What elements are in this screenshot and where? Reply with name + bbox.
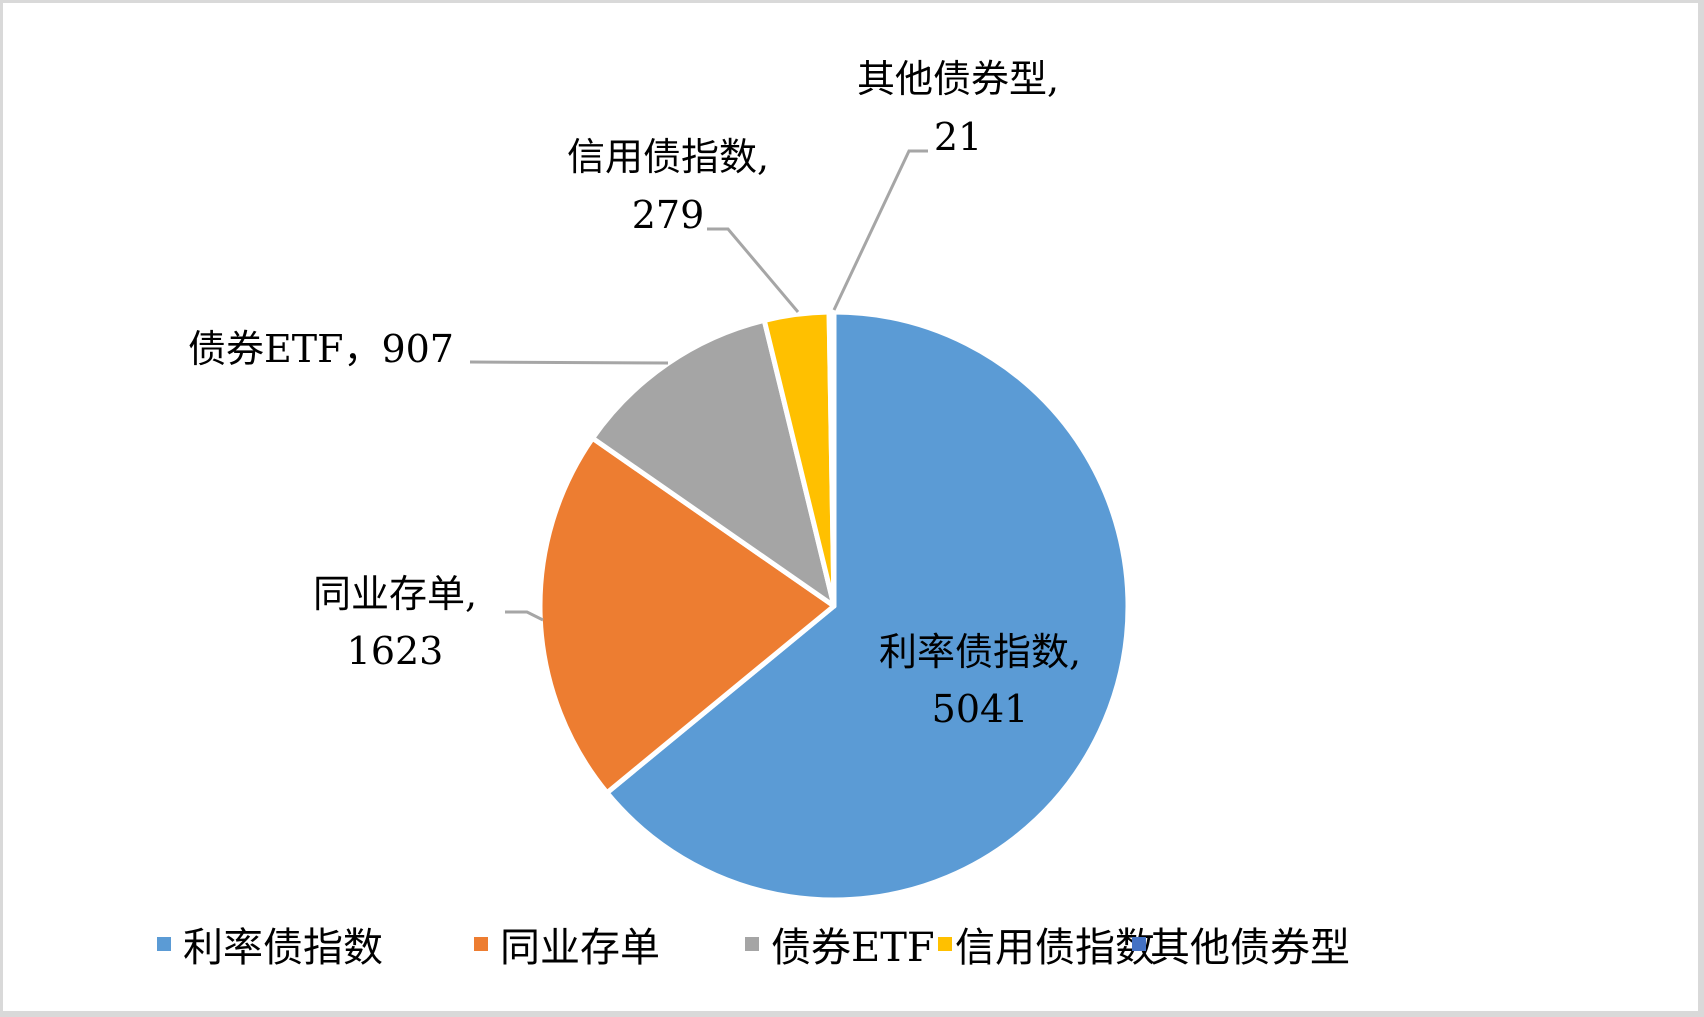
- legend-swatch-ncd: [474, 937, 488, 951]
- legend-swatch-bond-etf: [745, 937, 759, 951]
- legend: 利率债指数 同业存单 债券ETF 信用债指数 其他债券型: [157, 925, 1350, 971]
- legend-swatch-credit: [938, 937, 952, 951]
- label-other-value: 21: [934, 115, 982, 159]
- legend-label-bond-etf: 债券ETF: [771, 925, 935, 971]
- legend-item-other[interactable]: 其他债券型: [1132, 925, 1350, 971]
- slice-rate-bond[interactable]: [604, 309, 1131, 903]
- legend-swatch-other: [1132, 937, 1146, 951]
- legend-item-credit[interactable]: 信用债指数: [938, 925, 1155, 971]
- leader-line-bond-etf: [469, 360, 669, 365]
- data-label-credit: 信用债指数, 279: [567, 135, 769, 237]
- legend-label-rate-bond: 利率债指数: [183, 925, 383, 971]
- pie-slices: [537, 309, 1131, 903]
- data-label-other: 其他债券型, 21: [857, 57, 1059, 159]
- legend-swatch-rate-bond: [157, 937, 171, 951]
- label-rate-bond-value: 5041: [932, 687, 1029, 731]
- leader-line-credit: [707, 227, 800, 313]
- label-rate-bond-name: 利率债指数,: [879, 630, 1081, 674]
- legend-item-rate-bond[interactable]: 利率债指数: [157, 925, 383, 971]
- legend-label-ncd: 同业存单: [500, 925, 660, 971]
- legend-label-other: 其他债券型: [1150, 925, 1350, 971]
- leader-line-ncd: [505, 610, 544, 622]
- label-bond-etf: 债券ETF，907: [188, 327, 454, 371]
- label-credit-value: 279: [632, 193, 705, 237]
- leader-lines: [469, 149, 928, 622]
- slice-other[interactable]: [826, 309, 837, 609]
- legend-label-credit: 信用债指数: [955, 925, 1155, 971]
- data-label-ncd: 同业存单, 1623: [313, 572, 477, 673]
- label-ncd-name: 同业存单,: [313, 572, 477, 616]
- label-other-name: 其他债券型,: [857, 57, 1059, 101]
- data-label-rate-bond: 利率债指数, 5041: [879, 630, 1081, 731]
- data-label-bond-etf: 债券ETF，907: [188, 327, 454, 371]
- label-credit-name: 信用债指数,: [567, 135, 769, 179]
- label-ncd-value: 1623: [347, 629, 444, 673]
- legend-item-ncd[interactable]: 同业存单: [474, 925, 660, 971]
- leader-line-other: [832, 149, 928, 311]
- legend-item-bond-etf[interactable]: 债券ETF: [745, 925, 935, 971]
